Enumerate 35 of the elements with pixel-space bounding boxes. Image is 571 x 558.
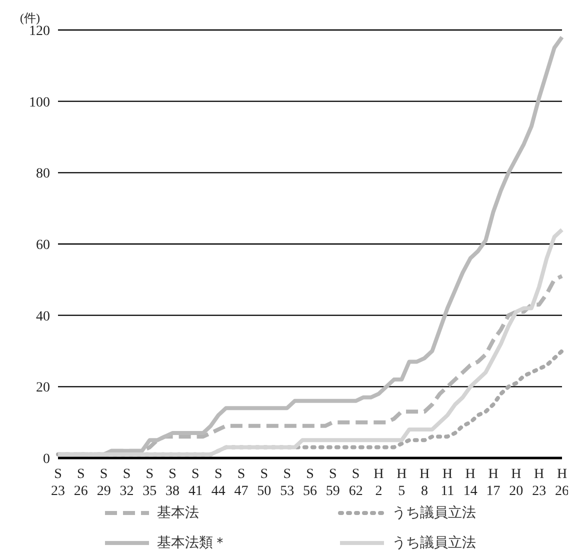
x-tick-label: H 14 [463,467,478,499]
x-tick-label: H 8 [419,467,430,499]
x-tick-label: S 59 [326,467,340,499]
x-tick-label: H 23 [532,467,546,499]
x-tick-label: S 50 [257,467,272,499]
legend-label: 基本法 [157,504,199,522]
y-tick-label: 120 [29,24,50,39]
x-tick-label: S 23 [51,467,65,499]
legend-label: 基本法類＊ [157,534,227,552]
y-tick-label: 80 [36,166,50,182]
x-tick-label: S 41 [188,467,202,499]
y-tick-label: 100 [29,95,50,110]
y-tick-label: 20 [36,380,50,396]
x-tick-label: S 47 [234,467,248,499]
x-tick-label: S 32 [120,467,134,499]
x-tick-label: H 2 [374,467,384,499]
legend-label: うち議員立法 [392,504,476,522]
x-tick-label: H 17 [486,467,500,499]
x-tick-label: H 5 [396,467,407,499]
x-tick-label: S 56 [303,467,317,499]
y-tick-label: 0 [43,452,50,467]
y-tick-label: 60 [36,238,50,253]
x-tick-label: S 35 [142,467,157,499]
x-tick-label: S 38 [166,467,180,499]
y-tick-label: 40 [36,309,50,324]
x-tick-label: S 44 [211,467,226,499]
x-tick-label: H 20 [509,467,524,499]
x-tick-label: S 29 [96,467,111,499]
legend-label: うち議員立法 [392,534,476,552]
x-tick-label: S 62 [348,467,363,499]
y-axis-title: (件) [20,10,40,26]
line-series [56,228,564,456]
x-tick-label: S 26 [74,467,88,499]
x-tick-label: H 11 [440,467,454,499]
x-tick-label: S 53 [280,467,294,499]
